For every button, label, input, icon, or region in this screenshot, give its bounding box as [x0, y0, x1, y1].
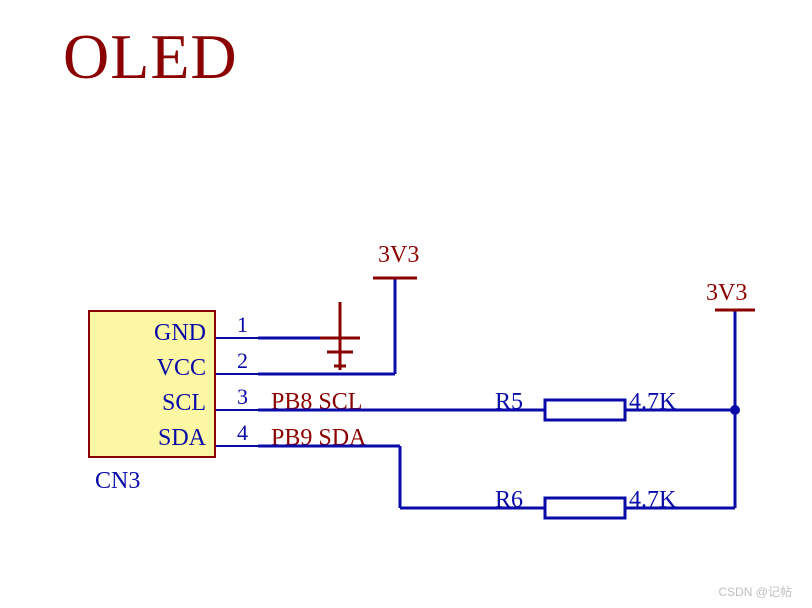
pin-num-1: 1 [237, 312, 248, 338]
net-label-scl: PB8 SCL [271, 389, 362, 416]
pin-name-scl: SCL [162, 390, 206, 417]
power-3v3-right: 3V3 [706, 280, 747, 307]
pin-name-gnd: GND [154, 320, 206, 347]
net-label-sda: PB9 SDA [271, 425, 366, 452]
pin-num-3: 3 [237, 384, 248, 410]
r6-ref: R6 [495, 487, 523, 514]
watermark: CSDN @记帖 [718, 583, 792, 600]
connector-refdes: CN3 [95, 468, 140, 495]
power-3v3-left: 3V3 [378, 242, 419, 269]
pin-name-vcc: VCC [157, 355, 206, 382]
r5-ref: R5 [495, 389, 523, 416]
pin-name-sda: SDA [158, 425, 206, 452]
r6-value: 4.7K [629, 487, 676, 514]
pin-num-2: 2 [237, 348, 248, 374]
r5-value: 4.7K [629, 389, 676, 416]
page-title: OLED [63, 20, 238, 94]
pin-num-4: 4 [237, 420, 248, 446]
